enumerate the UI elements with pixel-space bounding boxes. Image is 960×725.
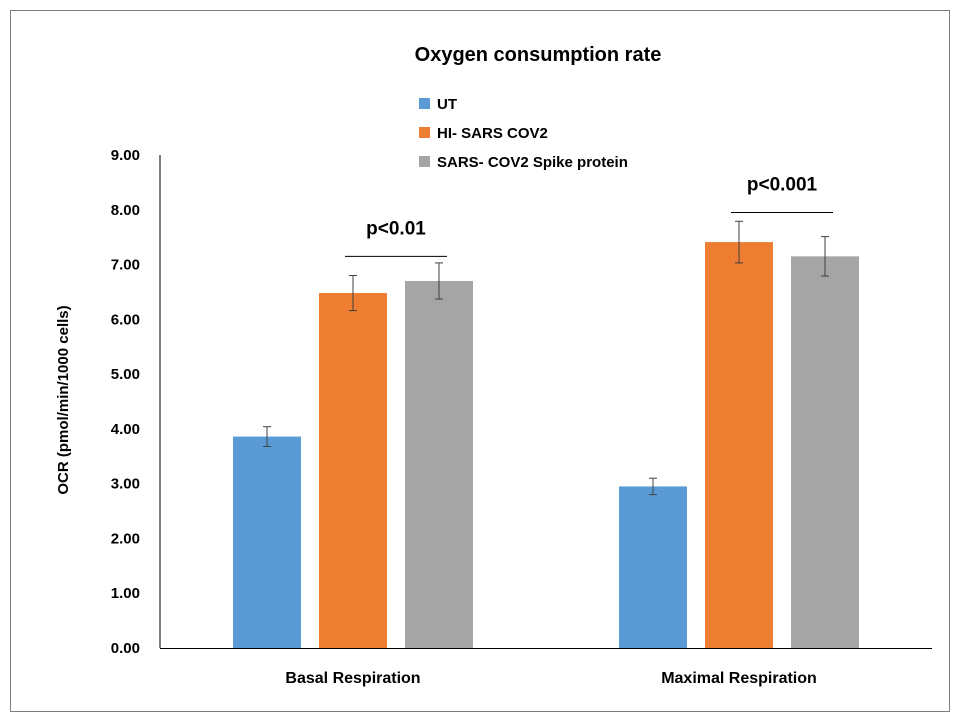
legend: UT HI- SARS COV2 SARS- COV2 Spike protein: [419, 96, 628, 171]
legend-swatch: [419, 127, 430, 138]
legend-swatch: [419, 156, 430, 167]
significance-label: p<0.001: [747, 175, 818, 196]
x-category-label: Maximal Respiration: [661, 670, 817, 687]
bar: [319, 293, 387, 648]
significance-annotations: p<0.01 p<0.001: [345, 175, 833, 257]
legend-label: UT: [437, 96, 457, 113]
legend-swatch: [419, 98, 430, 109]
y-axis-label: OCR (pmol/min/1000 cells): [55, 305, 72, 494]
y-tick-label: 3.00: [111, 476, 140, 493]
y-tick-label: 1.00: [111, 585, 140, 602]
y-tick-label: 6.00: [111, 311, 140, 328]
y-tick-label: 9.00: [111, 147, 140, 164]
y-tick-label: 8.00: [111, 202, 140, 219]
legend-label: SARS- COV2 Spike protein: [437, 154, 628, 171]
y-axis: 0.00 1.00 2.00 3.00 4.00 5.00 6.00 7.00 8.00 9.00: [111, 147, 161, 657]
bar: [619, 486, 687, 648]
y-tick-label: 5.00: [111, 366, 140, 383]
bar: [405, 280, 473, 648]
bar: [705, 242, 773, 648]
significance-label: p<0.01: [366, 218, 426, 239]
bars: [233, 220, 859, 648]
y-tick-label: 2.00: [111, 530, 140, 547]
x-category-label: Basal Respiration: [285, 670, 420, 687]
bar: [791, 256, 859, 648]
chart-title: Oxygen consumption rate: [415, 44, 662, 66]
x-axis: Basal Respiration Maximal Respiration: [160, 648, 932, 687]
bar: [233, 436, 301, 648]
y-tick-label: 7.00: [111, 257, 140, 274]
y-tick-label: 0.00: [111, 640, 140, 657]
y-tick-label: 4.00: [111, 421, 140, 438]
legend-label: HI- SARS COV2: [437, 125, 548, 142]
